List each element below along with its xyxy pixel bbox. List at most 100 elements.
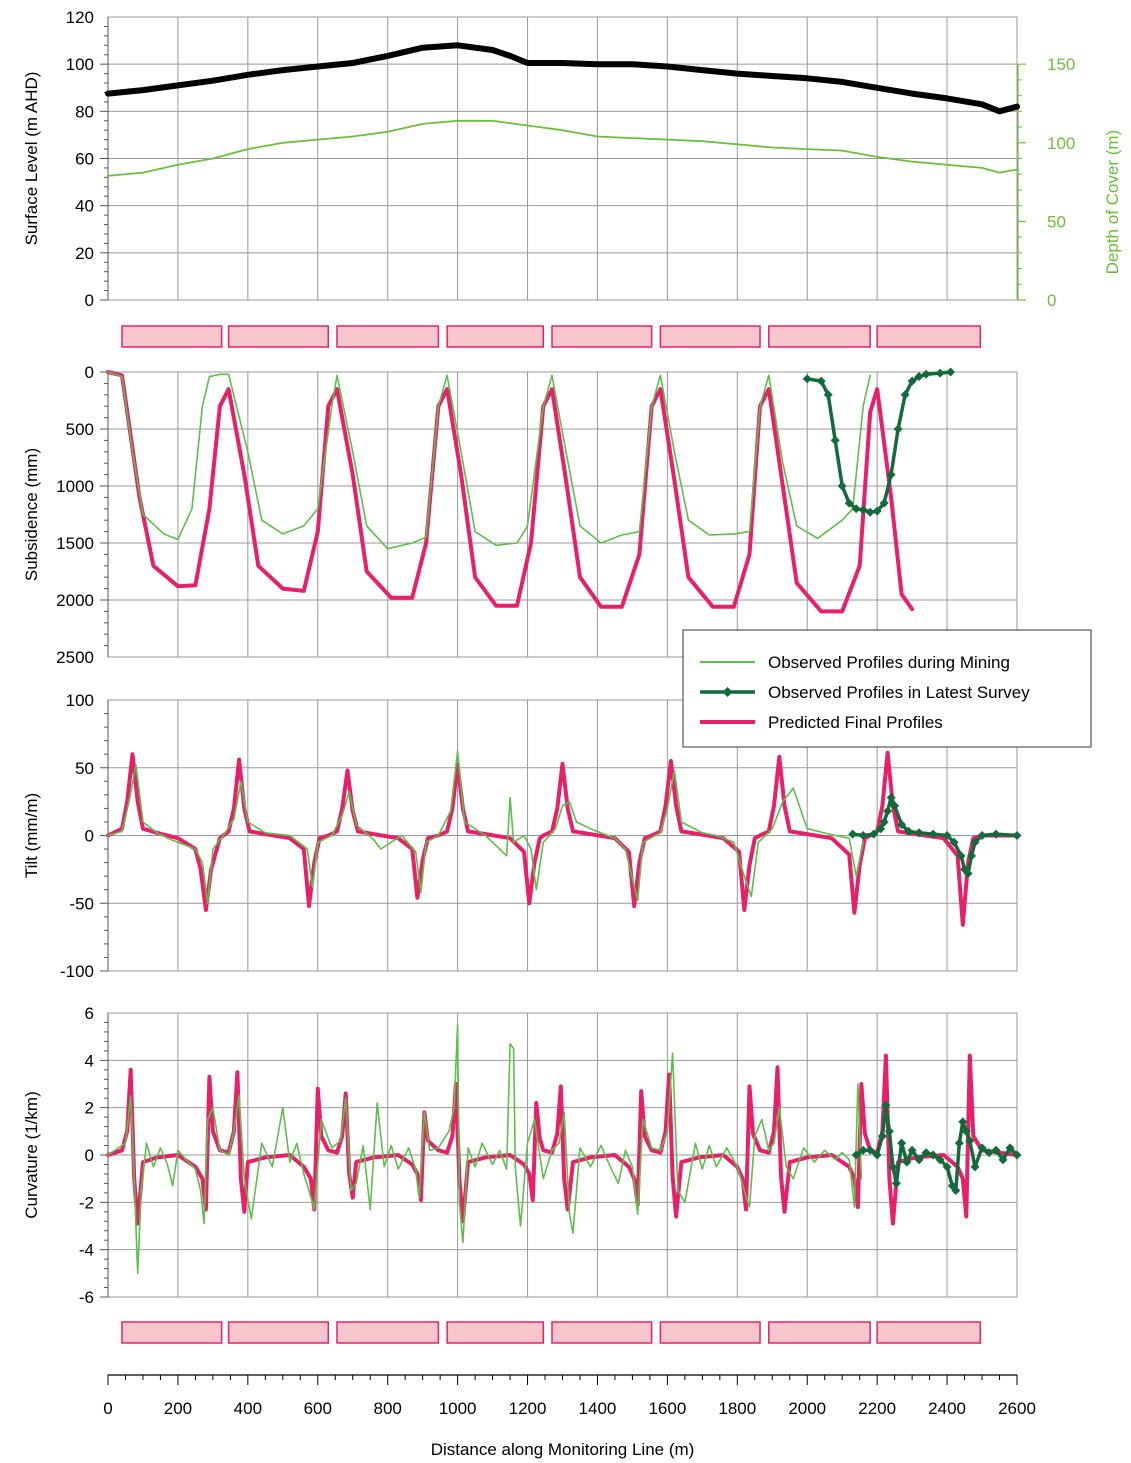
curvature-chart: -6 -4 -2 0 2 4 6 Curvature (1/km) (22, 1004, 1022, 1307)
y-tick-label: 6 (85, 1004, 94, 1023)
y-tick-label: -100 (60, 962, 94, 981)
y-tick-label: 80 (75, 102, 94, 121)
y-tick-label: 40 (75, 197, 94, 216)
y-tick-label: 0 (85, 827, 94, 846)
y-tick-label: 2500 (56, 648, 94, 667)
series-marker-latest (879, 498, 889, 508)
x-tick-label: 0 (103, 1399, 112, 1418)
series-marker-latest (897, 820, 907, 830)
series-marker-latest (907, 376, 917, 386)
series-marker-latest (954, 1138, 964, 1148)
y-tick-label: -6 (79, 1288, 94, 1307)
series-marker-latest (928, 1150, 938, 1160)
series-marker-latest (928, 829, 938, 839)
longwall-panels-bottom (121, 1321, 982, 1344)
y2-tick-label: 100 (1047, 134, 1075, 153)
y-axis-title: Subsidence (mm) (22, 448, 41, 581)
series-line-latest (850, 795, 1019, 876)
y-tick-label: 20 (75, 244, 94, 263)
y-tick-label: -4 (79, 1241, 94, 1260)
series-marker-latest (942, 831, 952, 840)
series-marker-latest (888, 1162, 898, 1172)
series-line-surface (105, 42, 1020, 115)
series-line-observed (107, 750, 865, 905)
y2-tick-label: 0 (1047, 291, 1056, 310)
series-marker-latest (961, 1126, 971, 1136)
series-marker-latest (914, 1155, 924, 1165)
series-marker-latest (881, 1100, 891, 1110)
series-line-predicted (106, 370, 915, 614)
series-marker-latest (935, 368, 945, 378)
legend-label-observed: Observed Profiles during Mining (768, 653, 1010, 672)
y-tick-label: -2 (79, 1193, 94, 1212)
y2-tick-label: 150 (1047, 55, 1075, 74)
series-marker-latest (891, 1178, 901, 1188)
y-tick-label: 2 (85, 1099, 94, 1118)
y2-tick-label: 50 (1047, 212, 1066, 231)
series-marker-latest (984, 1148, 994, 1158)
series-marker-latest (865, 1145, 875, 1155)
series-marker-latest (942, 1162, 952, 1172)
series-marker-latest (851, 504, 861, 514)
longwall-panel (659, 325, 761, 348)
longwall-panels-top (121, 325, 982, 348)
series-marker-latest (858, 831, 868, 840)
series-marker-latest (851, 1150, 861, 1160)
series-marker-latest (958, 1117, 968, 1127)
y-tick-label: 100 (66, 691, 94, 710)
longwall-panel (768, 1321, 871, 1344)
series-marker-latest (921, 369, 931, 379)
y-tick-label: 1000 (56, 477, 94, 496)
series-marker-latest (963, 868, 973, 878)
series-marker-latest (872, 506, 882, 516)
x-tick-label: 400 (234, 1399, 262, 1418)
distance-x-axis: 0 200 400 600 800 1000 1200 1400 1600 1800 2000 220… (103, 1374, 1036, 1459)
series-marker-latest (914, 828, 924, 838)
longwall-panel (446, 325, 545, 348)
series-marker-latest (897, 1138, 907, 1148)
y-tick-label: 4 (85, 1051, 94, 1070)
series-marker-latest (907, 1145, 917, 1155)
longwall-panel (876, 1321, 982, 1344)
series-marker-latest (967, 851, 977, 861)
series-marker-latest (1012, 1150, 1022, 1160)
x-tick-label: 2600 (998, 1399, 1036, 1418)
series-marker-latest (886, 793, 896, 803)
series-marker-latest (884, 1126, 894, 1136)
series-marker-latest (1012, 831, 1022, 840)
series-marker-latest (949, 837, 959, 847)
legend-box (682, 629, 1092, 748)
series-marker-latest (977, 1143, 987, 1153)
legend-marker-latest (722, 687, 733, 697)
series-marker-latest (946, 367, 956, 377)
longwall-panel (551, 1321, 653, 1344)
series-marker-latest (902, 1157, 912, 1167)
series-marker-latest (970, 1162, 980, 1172)
longwall-panel (446, 1321, 545, 1344)
x-axis-title: Distance along Monitoring Line (m) (431, 1440, 695, 1459)
y-tick-label: 0 (85, 1146, 94, 1165)
x-tick-label: 200 (164, 1399, 192, 1418)
series-marker-latest (935, 1155, 945, 1165)
x-tick-label: 2200 (858, 1399, 896, 1418)
y-tick-label: 60 (75, 150, 94, 169)
y-tick-label: 0 (85, 291, 94, 310)
y-tick-label: 100 (66, 55, 94, 74)
x-tick-label: 1600 (648, 1399, 686, 1418)
x-tick-label: 600 (304, 1399, 332, 1418)
x-tick-label: 2400 (928, 1399, 966, 1418)
y-tick-label: 50 (75, 759, 94, 778)
x-tick-label: 1400 (579, 1399, 617, 1418)
series-marker-latest (977, 831, 987, 840)
surface-level-chart: 0 20 40 60 80 100 120 Surface Level (m AHD) 0 50 1… (22, 8, 1122, 310)
y-axis-title: Curvature (1/km) (22, 1091, 41, 1219)
series-marker-latest (879, 817, 889, 827)
series-marker-latest (998, 1155, 1008, 1165)
subsidence-chart: 0 500 1000 1500 2000 2500 Subsidence (mm) (22, 363, 1018, 667)
longwall-panel (659, 1321, 761, 1344)
series-marker-latest (893, 424, 903, 434)
longwall-panel (121, 1321, 223, 1344)
series-marker-latest (904, 826, 914, 836)
series-marker-latest (965, 1136, 975, 1146)
